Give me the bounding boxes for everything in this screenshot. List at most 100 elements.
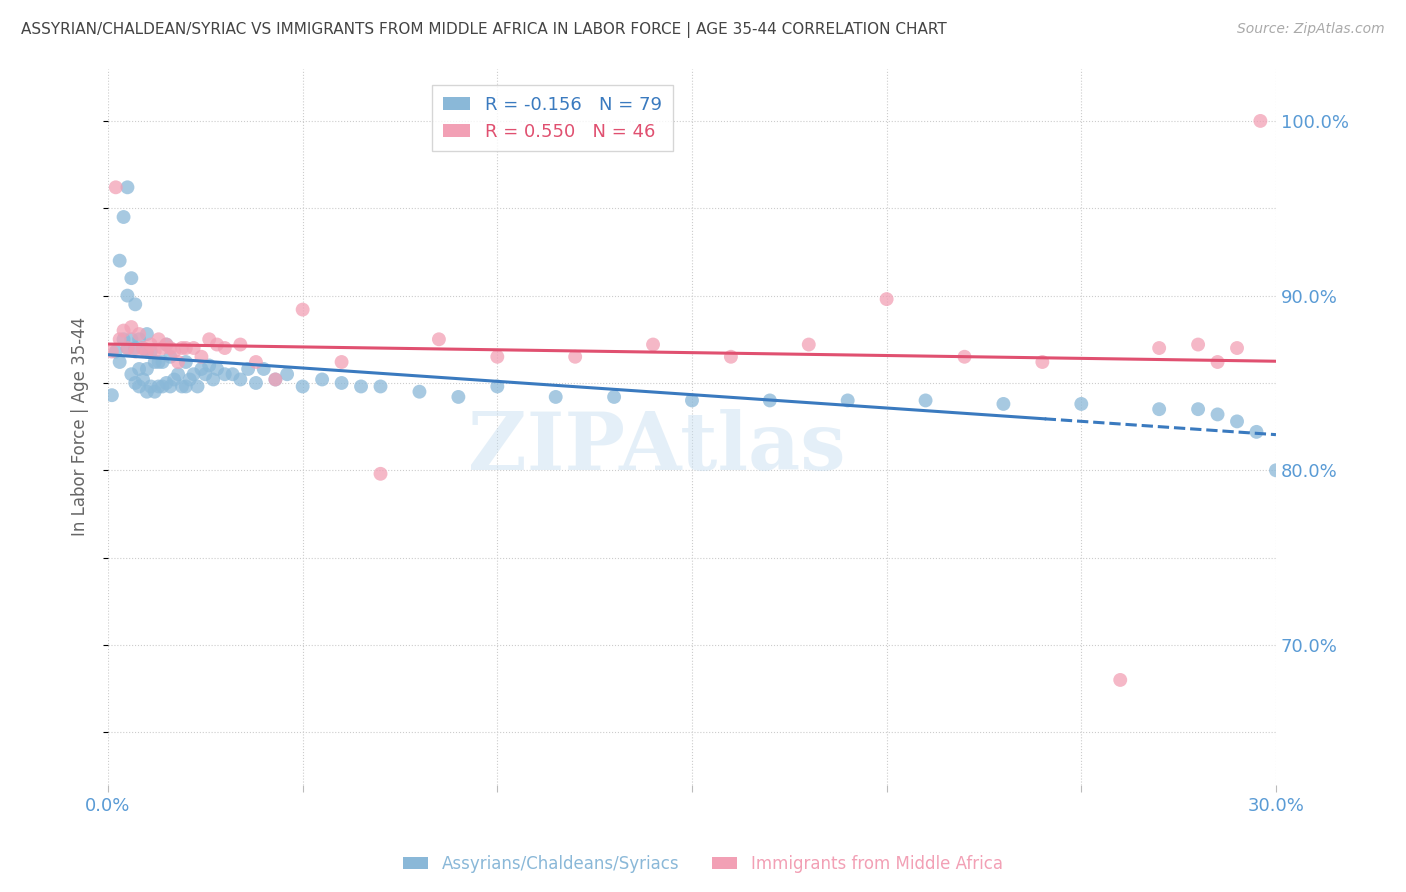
Point bbox=[183, 341, 205, 355]
Point bbox=[544, 390, 567, 404]
Point bbox=[183, 368, 205, 382]
Point bbox=[447, 390, 470, 404]
Point bbox=[1147, 402, 1170, 417]
Point bbox=[117, 288, 139, 302]
Point bbox=[152, 341, 174, 355]
Point bbox=[311, 372, 333, 386]
Point bbox=[1246, 425, 1268, 439]
Point bbox=[108, 355, 131, 369]
Point bbox=[174, 379, 197, 393]
Point bbox=[876, 292, 898, 306]
Y-axis label: In Labor Force | Age 35-44: In Labor Force | Age 35-44 bbox=[72, 317, 89, 536]
Point bbox=[603, 390, 626, 404]
Point bbox=[135, 362, 157, 376]
Point bbox=[112, 324, 135, 338]
Point bbox=[139, 337, 162, 351]
Point bbox=[155, 376, 177, 390]
Point bbox=[155, 337, 177, 351]
Point bbox=[229, 372, 252, 386]
Point bbox=[486, 379, 509, 393]
Point bbox=[797, 337, 820, 351]
Point bbox=[163, 372, 186, 386]
Point bbox=[291, 379, 314, 393]
Point bbox=[148, 355, 170, 369]
Point bbox=[198, 332, 221, 346]
Point bbox=[159, 379, 181, 393]
Point bbox=[139, 379, 162, 393]
Point bbox=[101, 344, 124, 359]
Point bbox=[291, 302, 314, 317]
Point bbox=[186, 379, 208, 393]
Point bbox=[174, 355, 197, 369]
Point bbox=[120, 271, 142, 285]
Point bbox=[264, 372, 287, 386]
Point bbox=[117, 180, 139, 194]
Point bbox=[128, 362, 150, 376]
Point bbox=[245, 376, 267, 390]
Point bbox=[350, 379, 373, 393]
Point bbox=[143, 355, 166, 369]
Point bbox=[720, 350, 742, 364]
Point bbox=[117, 341, 139, 355]
Point bbox=[104, 344, 127, 359]
Point bbox=[1226, 414, 1249, 428]
Point bbox=[198, 359, 221, 373]
Point bbox=[641, 337, 664, 351]
Point bbox=[194, 368, 217, 382]
Point bbox=[101, 388, 124, 402]
Point bbox=[174, 341, 197, 355]
Point bbox=[117, 341, 139, 355]
Point bbox=[135, 344, 157, 359]
Point bbox=[128, 379, 150, 393]
Point bbox=[1031, 355, 1053, 369]
Point bbox=[120, 332, 142, 346]
Point bbox=[214, 368, 236, 382]
Point bbox=[143, 384, 166, 399]
Point bbox=[245, 355, 267, 369]
Legend: Assyrians/Chaldeans/Syriacs, Immigrants from Middle Africa: Assyrians/Chaldeans/Syriacs, Immigrants … bbox=[396, 848, 1010, 880]
Point bbox=[236, 362, 259, 376]
Point bbox=[205, 337, 228, 351]
Point bbox=[132, 341, 155, 355]
Point bbox=[120, 368, 142, 382]
Point bbox=[1070, 397, 1092, 411]
Point bbox=[104, 180, 127, 194]
Point bbox=[139, 344, 162, 359]
Point bbox=[564, 350, 586, 364]
Point bbox=[135, 344, 157, 359]
Point bbox=[486, 350, 509, 364]
Point bbox=[170, 379, 193, 393]
Point bbox=[135, 384, 157, 399]
Point bbox=[330, 355, 353, 369]
Point bbox=[132, 372, 155, 386]
Point bbox=[155, 337, 177, 351]
Point bbox=[112, 210, 135, 224]
Point bbox=[914, 393, 936, 408]
Point bbox=[128, 332, 150, 346]
Point bbox=[1109, 673, 1132, 687]
Point bbox=[759, 393, 782, 408]
Point bbox=[1226, 341, 1249, 355]
Point bbox=[152, 355, 174, 369]
Point bbox=[681, 393, 703, 408]
Point bbox=[953, 350, 976, 364]
Point bbox=[993, 397, 1015, 411]
Point bbox=[205, 362, 228, 376]
Point bbox=[124, 341, 146, 355]
Point bbox=[159, 341, 181, 355]
Point bbox=[143, 344, 166, 359]
Point bbox=[370, 379, 392, 393]
Point bbox=[229, 337, 252, 351]
Text: ASSYRIAN/CHALDEAN/SYRIAC VS IMMIGRANTS FROM MIDDLE AFRICA IN LABOR FORCE | AGE 3: ASSYRIAN/CHALDEAN/SYRIAC VS IMMIGRANTS F… bbox=[21, 22, 946, 38]
Legend: R = -0.156   N = 79, R = 0.550   N = 46: R = -0.156 N = 79, R = 0.550 N = 46 bbox=[433, 85, 672, 152]
Point bbox=[1206, 408, 1229, 422]
Point bbox=[1187, 337, 1209, 351]
Point bbox=[128, 326, 150, 341]
Point bbox=[253, 362, 276, 376]
Point bbox=[837, 393, 859, 408]
Point bbox=[179, 372, 201, 386]
Point bbox=[214, 341, 236, 355]
Point bbox=[167, 368, 190, 382]
Point bbox=[1147, 341, 1170, 355]
Point bbox=[1265, 463, 1288, 477]
